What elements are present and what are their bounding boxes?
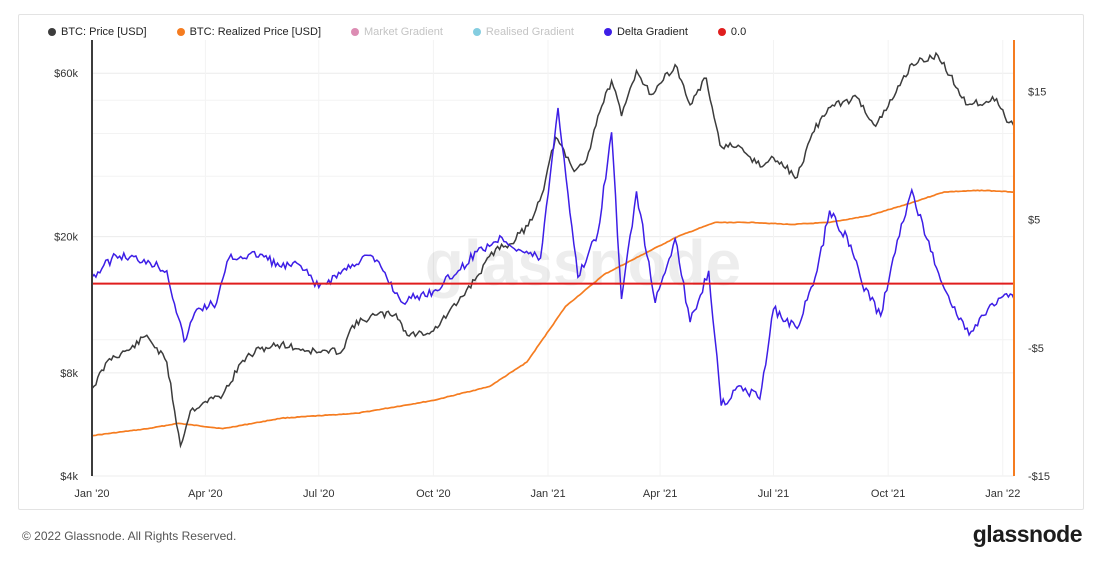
x-tick-label: Oct '20 [416,488,451,500]
series-lines [91,51,1015,449]
x-tick-label: Apr '21 [643,488,678,500]
legend-dot [351,28,360,36]
axes: $60k $20k $8k $4k $15 $5 -$5 -$15 Jan '20 Apr '20… [54,40,1050,500]
y-right-tick-label: -$5 [1028,343,1044,355]
legend-dot [176,28,185,36]
y-right-tick-label: $5 [1028,215,1040,227]
legend-label: Delta Gradient [616,26,688,38]
legend-dot [717,28,726,36]
legend-label: Realised Gradient [485,26,574,38]
y-left-tick-label: $60k [54,68,78,80]
legend-item-realised-gradient[interactable]: Realised Gradient [472,26,574,38]
legend-dot [603,28,612,36]
y-left-tick-label: $4k [60,471,78,483]
legend-label: BTC: Realized Price [USD] [189,26,322,38]
glassnode-logo[interactable]: glassnode [972,521,1083,547]
y-right-tick-label: -$15 [1028,471,1050,483]
x-tick-label: Jul '20 [303,488,334,500]
legend: BTC: Price [USD] BTC: Realized Price [USD… [48,24,776,40]
x-tick-label: Apr '20 [188,488,223,500]
watermark-text: glassnode [425,227,742,299]
chart-card [18,14,1084,510]
legend-item-btc-realized-price-usd[interactable]: BTC: Realized Price [USD] [176,26,322,38]
y-right-tick-label: $15 [1028,86,1046,98]
legend-label: BTC: Price [USD] [61,26,147,38]
x-tick-label: Jan '21 [530,488,565,500]
footer-copyright: © 2022 Glassnode. All Rights Reserved. [22,529,237,543]
legend-item-btc-price-usd[interactable]: BTC: Price [USD] [48,26,147,38]
x-tick-label: Jan '20 [74,488,109,500]
y-left-tick-label: $20k [54,232,78,244]
legend-label: 0.0 [730,26,747,38]
legend-item-market-gradient[interactable]: Market Gradient [351,26,443,38]
legend-dot [48,28,56,36]
legend-dot [472,28,481,36]
series-btc-price [91,51,1015,449]
x-tick-label: Jan '22 [985,488,1020,500]
legend-item-0-0[interactable]: 0.0 [717,26,747,38]
x-tick-label: Oct '21 [871,488,906,500]
legend-item-delta-gradient[interactable]: Delta Gradient [603,26,688,38]
series-delta-gradient [91,107,1015,406]
watermark: glassnode [425,227,742,299]
series-realized-price [91,189,1015,437]
legend-label: Market Gradient [364,26,443,38]
x-tick-label: Jul '21 [758,488,789,500]
y-left-tick-label: $8k [60,368,78,380]
